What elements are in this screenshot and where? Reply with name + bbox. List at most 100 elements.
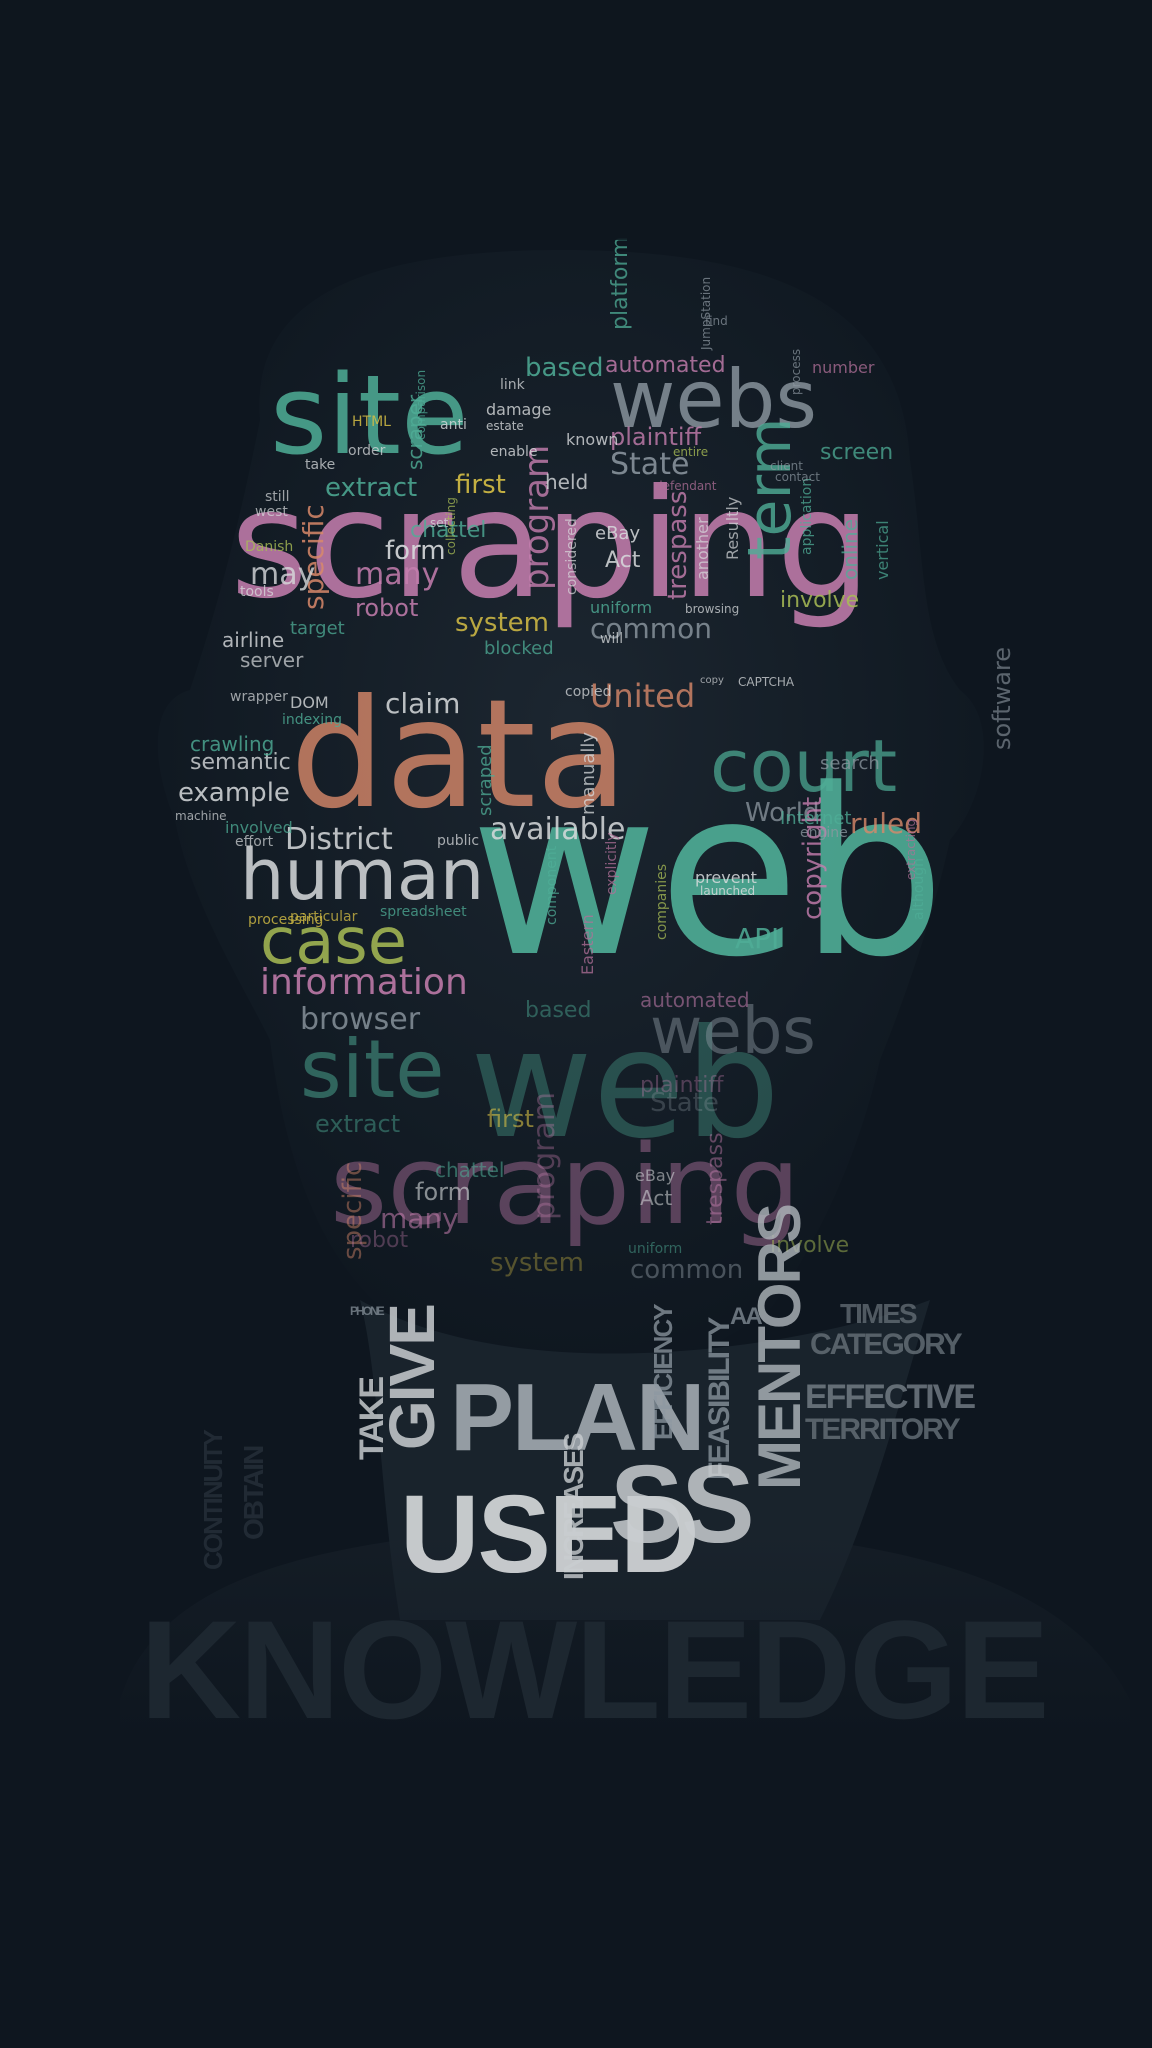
head-cloud-word: target [290, 618, 345, 639]
lower-face-cloud-word: involve [770, 1233, 850, 1258]
head-cloud-word: launched [700, 884, 756, 898]
head-cloud-word: screen [820, 440, 894, 465]
head-cloud-word: public [437, 833, 480, 849]
head-cloud-word: webs [610, 353, 818, 446]
lower-face-cloud-word: extract [315, 1110, 401, 1138]
lower-face-cloud-word: chattel [435, 1158, 505, 1182]
head-cloud-word: World [745, 798, 820, 828]
lower-face-cloud-word: site [300, 1023, 445, 1116]
lower-face-cloud-word: system [490, 1248, 584, 1278]
head-cloud-word: indexing [282, 712, 342, 728]
neck-cloud-word: CONTINUITY [198, 1431, 228, 1570]
head-cloud-word: system [455, 608, 549, 638]
head-cloud-word: scraping [230, 458, 872, 632]
lower-face-cloud-word: robot [350, 1228, 409, 1253]
head-cloud-word: processing [248, 912, 324, 928]
head-cloud-word: robot [355, 594, 419, 622]
head-cloud-word: data [290, 668, 628, 842]
head-cloud-word: will [600, 631, 624, 647]
head-cloud-word: may [250, 557, 316, 592]
head-cloud-word: software [988, 646, 1016, 750]
head-cloud-word: example [178, 778, 290, 808]
lower-face-cloud-word: webs [650, 995, 816, 1069]
lower-face-cloud-word: form [415, 1178, 471, 1206]
head-cloud-word: manually [578, 731, 599, 815]
head-cloud-word: involved [225, 818, 293, 837]
head-cloud-word: damage [486, 400, 552, 419]
neck-cloud-word: TIMES [840, 1298, 918, 1329]
lower-face-cloud-word: many [380, 1202, 459, 1235]
head-cloud-word: take [305, 457, 336, 473]
head-cloud-word: enable [490, 444, 538, 460]
head-cloud-word: tools [240, 584, 274, 600]
head-cloud-word: information [260, 962, 468, 1003]
head-cloud-word: claim [385, 687, 461, 720]
head-cloud-word: Resultly [723, 496, 742, 560]
neck-cloud-word: PLAN [450, 1364, 705, 1471]
head-cloud-word: estate [486, 419, 524, 433]
head-cloud-word: involve [780, 588, 860, 613]
head-cloud-word: companies [654, 863, 670, 940]
head-cloud-word: set [430, 516, 449, 530]
head-cloud-word: spreadsheet [380, 904, 467, 920]
head-cloud-word: term [735, 417, 805, 561]
head-cloud-word: ruled [850, 807, 923, 840]
head-cloud-word: Act [605, 548, 641, 573]
head-cloud-word: entire [673, 445, 709, 459]
head-cloud-word: still [265, 489, 290, 505]
shoulder-silhouette [120, 1540, 1130, 1740]
head-cloud-word: effort [235, 834, 274, 850]
head-cloud-word: human [240, 834, 485, 916]
head-cloud-word: client [770, 459, 803, 473]
head-cloud-word: uniform [590, 598, 653, 617]
head-cloud-word: anti [440, 417, 467, 433]
neck-cloud-word: EFFECTIVE [805, 1378, 976, 1416]
head-cloud-word: extract [325, 473, 418, 503]
head-cloud-word: plaintiff [610, 423, 702, 451]
head-cloud-word: form [385, 536, 446, 566]
head-cloud-word: extracting [904, 818, 918, 880]
head-cloud-word: find [705, 314, 728, 328]
head-cloud-word: machine [175, 809, 227, 823]
lower-face-cloud-word: common [630, 1255, 744, 1285]
lower-face-cloud-word: scraping [330, 1121, 801, 1249]
head-cloud-word: blocked [484, 638, 554, 659]
lower-face-cloud-word: first [487, 1105, 534, 1133]
head-silhouette [157, 250, 984, 1382]
head-cloud-word: court [710, 724, 898, 808]
lower-face-cloud-word: web [470, 998, 781, 1172]
head-cloud-word: case [260, 905, 408, 979]
neck-cloud-word: PHONE [350, 1304, 385, 1318]
neck-cloud-word: INCREASES [558, 1434, 589, 1580]
head-cloud-word: process [789, 348, 803, 395]
head-cloud-word: chattel [410, 518, 487, 543]
neck-cloud-word: MENTORS [746, 1205, 813, 1490]
lower-face-cloud-word: automated [640, 988, 750, 1012]
head-cloud-word: platform [608, 236, 633, 330]
head-cloud-word: component [544, 845, 560, 925]
head-cloud-word: search [820, 753, 880, 774]
head-cloud-word: explicitly [604, 832, 620, 895]
head-cloud-word: United [590, 677, 696, 715]
head-cloud-word: application [799, 477, 815, 555]
head-cloud-word: copy [700, 675, 724, 686]
head-cloud-word: District [285, 822, 393, 857]
neck-cloud-word: TERRITORY [805, 1413, 961, 1446]
head-cloud-word: CAPTCHA [738, 675, 795, 689]
neck-cloud-word: USED [400, 1473, 700, 1596]
head-cloud-word: web [470, 741, 946, 1008]
head-cloud-word: another [693, 517, 712, 580]
neck-cloud-word: AA [730, 1303, 763, 1330]
head-cloud-word: semantic [190, 750, 291, 775]
lower-face-cloud-word: State [650, 1088, 719, 1118]
head-cloud-word: scraped [475, 744, 496, 816]
head-cloud-word: known [566, 430, 619, 449]
head-cloud-word: crawling [190, 732, 275, 756]
neck-cloud-word: EFFICIENCY [648, 1305, 678, 1440]
head-cloud-word: eBay [595, 523, 641, 544]
head-cloud-word: DOM [290, 693, 329, 712]
lower-face-cloud-word: uniform [628, 1241, 683, 1257]
head-cloud-word: engine [800, 825, 848, 841]
